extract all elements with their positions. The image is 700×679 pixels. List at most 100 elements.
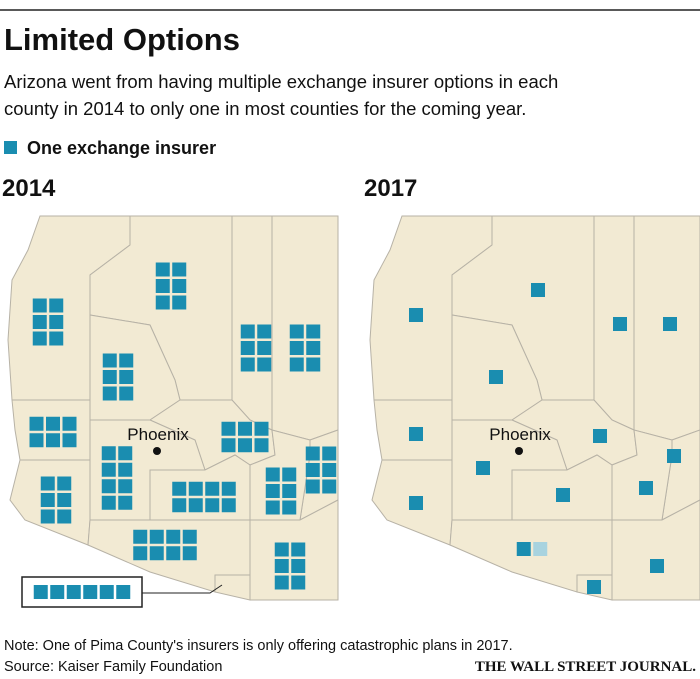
insurer-square [238,421,252,436]
city-dot [153,447,161,455]
insurer-square [62,433,77,448]
state-map: 2017 Phoenix [364,175,700,601]
insurer-square [40,509,55,524]
insurer-square [593,429,607,443]
title: Limited Options [4,22,240,57]
insurer-square [172,481,187,496]
insurer-square [119,386,134,401]
subtitle: county in 2014 to only one in most count… [4,98,526,119]
insurer-square [663,317,677,331]
county [611,499,700,601]
insurer-square [57,493,72,507]
insurer-square [133,529,148,544]
insurer-square [49,298,64,313]
insurer-square [29,433,44,448]
insurer-square [188,481,203,496]
insurer-square [274,559,289,573]
insurer-square [102,370,117,384]
insurer-square [32,298,47,313]
note: Note: One of Pima County's insurers is o… [4,638,513,654]
insurer-square [587,580,601,594]
insurer-square [476,461,490,475]
insurer-square [322,463,337,477]
insurer-square [667,449,681,463]
insurer-square [49,331,64,346]
insurer-square [305,479,320,494]
insurer-square [49,315,64,329]
insurer-square [531,283,545,297]
insurer-square [118,495,133,510]
insurer-square [221,438,236,453]
insurer-square [182,529,197,544]
insurer-square [221,421,236,436]
insurer-square [50,585,65,599]
year-label: 2014 [2,175,56,202]
insurer-square [409,427,423,441]
insurer-square [118,462,133,477]
insurer-square [306,324,321,339]
insurer-square [46,416,60,431]
insurer-square [205,481,220,496]
insurer-square [613,317,627,331]
insurer-square [40,476,55,491]
insurer-square [102,386,117,401]
insurer-square [489,370,503,384]
insurer-square [254,438,269,453]
county [271,215,339,441]
maps: 2014 Phoenix 2017 Phoenix [2,175,700,608]
insurer-square [409,308,423,322]
insurer-square [240,324,255,339]
insurer-square [257,341,272,355]
insurer-square [274,575,289,590]
insurer-square [291,575,306,590]
insurer-square [306,357,321,372]
insurer-square [83,585,98,599]
insurer-square [650,559,664,573]
city-label: Phoenix [489,425,551,444]
insurer-square [282,467,297,482]
insurer-square [29,416,44,431]
insurer-square [240,341,255,355]
insurer-square [172,498,187,513]
insurer-square [101,462,116,477]
insurer-square [238,438,252,453]
insurer-square [254,421,269,436]
insurer-square [155,262,170,277]
insurer-square [33,585,48,599]
insurer-square [101,479,116,494]
insurer-square [149,529,164,544]
insurer-square [639,481,653,495]
catastrophic-insurer-square [533,542,548,556]
insurer-square [32,331,47,346]
city-label: Phoenix [127,425,189,444]
insurer-square [205,498,220,513]
insurer-square [101,446,116,461]
insurer-square [282,484,297,498]
insurer-square [118,479,133,494]
insurer-square [101,495,116,510]
insurer-square [240,357,255,372]
insurer-square [166,529,181,544]
insurer-square [46,433,60,448]
insurer-square [282,500,297,515]
year-label: 2017 [364,175,417,202]
insurer-square [118,446,133,461]
legend-label: One exchange insurer [27,138,216,158]
city-dot [515,447,523,455]
insurer-square [291,542,306,557]
insurer-square [291,559,306,573]
insurer-square [265,484,280,498]
insurer-square [166,546,181,561]
insurer-square [172,262,187,277]
insurer-square [66,585,81,599]
insurer-square [62,416,77,431]
insurer-square [188,498,203,513]
insurer-square [289,341,304,355]
insurer-square [57,476,72,491]
county [214,574,251,601]
insurer-square [265,467,280,482]
insurer-square [102,353,117,368]
brand: THE WALL STREET JOURNAL. [475,659,696,675]
insurer-square [305,463,320,477]
